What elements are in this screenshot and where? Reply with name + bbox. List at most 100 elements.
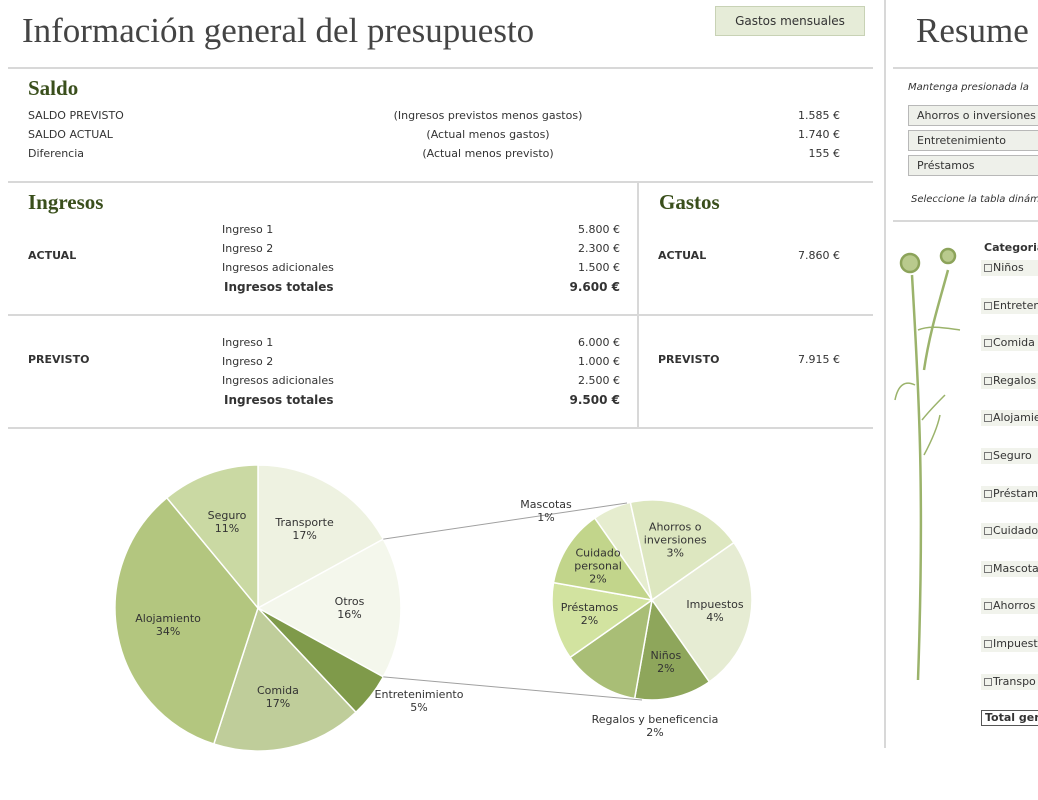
pie-slice: [633, 598, 711, 701]
pie-slice: [629, 499, 735, 602]
pie-slice: [165, 464, 259, 611]
income-label: Ingreso 2: [222, 242, 274, 255]
block-label: ACTUAL: [28, 249, 77, 262]
slice-name: Comida: [257, 684, 299, 698]
block-label: PREVISTO: [28, 353, 90, 366]
income-value: 2.500 €: [578, 374, 620, 387]
pivot-item[interactable]: Seguro: [981, 448, 1038, 464]
pivot-item[interactable]: Cuidado: [981, 523, 1038, 540]
expand-icon[interactable]: [984, 414, 992, 423]
income-label: Ingreso 2: [222, 355, 274, 368]
slice-name: Cuidado personal: [574, 546, 622, 573]
expense-value: 7.860 €: [798, 249, 840, 262]
section-title: Ingresos: [28, 190, 104, 214]
slice-value: 17%: [292, 529, 317, 543]
block-label: ACTUAL: [658, 249, 707, 262]
pivot-item[interactable]: Ahorros: [981, 598, 1038, 615]
slicer-item[interactable]: Ahorros o inversiones: [908, 105, 1038, 126]
pie-slice: [551, 581, 654, 659]
expand-icon[interactable]: [984, 339, 992, 348]
data-label: Seguro 11%: [182, 509, 272, 535]
total-value: 9.600 €: [569, 280, 620, 294]
expense-value: 7.915 €: [798, 353, 840, 366]
slice-value: 2%: [580, 613, 599, 627]
row-value: 1.740 €: [798, 128, 840, 141]
income-label: Ingresos adicionales: [222, 374, 334, 387]
slice-value: 11%: [214, 521, 240, 535]
pivot-item[interactable]: Niños: [981, 260, 1038, 276]
section-title: Gastos: [659, 190, 720, 214]
expand-icon[interactable]: [984, 301, 992, 310]
pivot-item[interactable]: Mascota: [981, 560, 1038, 577]
expand-icon[interactable]: [984, 489, 992, 498]
slice-value: 17%: [265, 697, 291, 711]
pivot-header: Categoria: [984, 241, 1038, 254]
income-value: 6.000 €: [578, 336, 620, 349]
slice-value: 2%: [657, 662, 675, 676]
slice-value: 16%: [337, 608, 362, 621]
pivot-item[interactable]: Alojamie: [981, 410, 1038, 427]
connector-line: [383, 502, 628, 540]
slice-name: Impuestos: [686, 598, 744, 612]
income-value: 2.300 €: [578, 242, 620, 255]
pivot-item[interactable]: Entreten: [981, 297, 1038, 314]
income-value: 1.500 €: [578, 261, 620, 274]
data-label: Comida 17%: [233, 684, 323, 710]
divider: [8, 427, 873, 429]
slice-name: Entretenimiento: [374, 688, 464, 701]
expand-icon[interactable]: [984, 527, 992, 536]
slice-name: Otros: [334, 595, 365, 608]
page-title: Información general del presupuesto: [22, 11, 535, 50]
data-label: Cuidado personal 2%: [563, 546, 633, 585]
divider: [637, 181, 639, 427]
slice-value: 4%: [706, 611, 724, 625]
expand-icon[interactable]: [984, 602, 992, 611]
total-value: 9.500 €: [569, 393, 620, 407]
divider: [8, 181, 873, 183]
pie-slice: [552, 517, 654, 602]
pivot-item[interactable]: Regalos: [981, 372, 1038, 389]
data-label: Regalos y beneficencia 2%: [585, 713, 725, 739]
monthly-expenses-button[interactable]: Gastos mensuales: [715, 6, 865, 36]
panel-title: Resume: [916, 11, 1029, 50]
pivot-total: Total gen: [981, 710, 1038, 726]
expand-icon[interactable]: [984, 677, 992, 686]
data-label: Impuestos 4%: [670, 598, 760, 624]
pie-slice: [212, 606, 357, 752]
pivot-item[interactable]: Impuest: [981, 636, 1038, 652]
expand-icon[interactable]: [984, 264, 992, 272]
pivot-item[interactable]: Comida: [981, 335, 1038, 352]
panel-note: Seleccione la tabla dinám: [911, 194, 1038, 205]
slice-value: 5%: [410, 701, 428, 714]
expand-icon[interactable]: [984, 376, 992, 385]
income-label: Ingresos adicionales: [222, 261, 334, 274]
plant-illustration: [894, 247, 961, 681]
pie-slice: [257, 464, 385, 610]
data-label: Préstamos 2%: [545, 601, 635, 627]
pie-slice: [650, 541, 753, 683]
slice-name: Niños: [650, 649, 682, 663]
slice-value: 2%: [646, 726, 664, 739]
block-label: PREVISTO: [658, 353, 720, 366]
row-note: (Actual menos gastos): [426, 128, 550, 141]
slicer-item[interactable]: Préstamos: [908, 155, 1038, 176]
data-label: Otros 16%: [305, 595, 395, 621]
total-label: Ingresos totales: [224, 393, 334, 407]
expand-icon[interactable]: [984, 452, 992, 460]
row-label: SALDO PREVISTO: [28, 109, 124, 122]
slicer-item[interactable]: Entretenimiento: [908, 130, 1038, 151]
slice-value: 3%: [666, 546, 684, 560]
slice-name: Alojamiento: [135, 612, 201, 626]
panel-divider: [884, 0, 886, 748]
pie-slice: [256, 538, 402, 678]
data-label: Mascotas 1%: [501, 498, 591, 524]
pivot-item[interactable]: Préstam: [981, 485, 1038, 502]
divider: [8, 314, 873, 316]
expand-icon[interactable]: [984, 640, 992, 648]
expand-icon[interactable]: [984, 564, 992, 573]
slice-value: 2%: [589, 572, 607, 586]
data-label: Alojamiento 34%: [123, 612, 213, 638]
pivot-item[interactable]: Transpo: [981, 673, 1038, 690]
data-label: Ahorros o inversiones 3%: [639, 521, 711, 560]
